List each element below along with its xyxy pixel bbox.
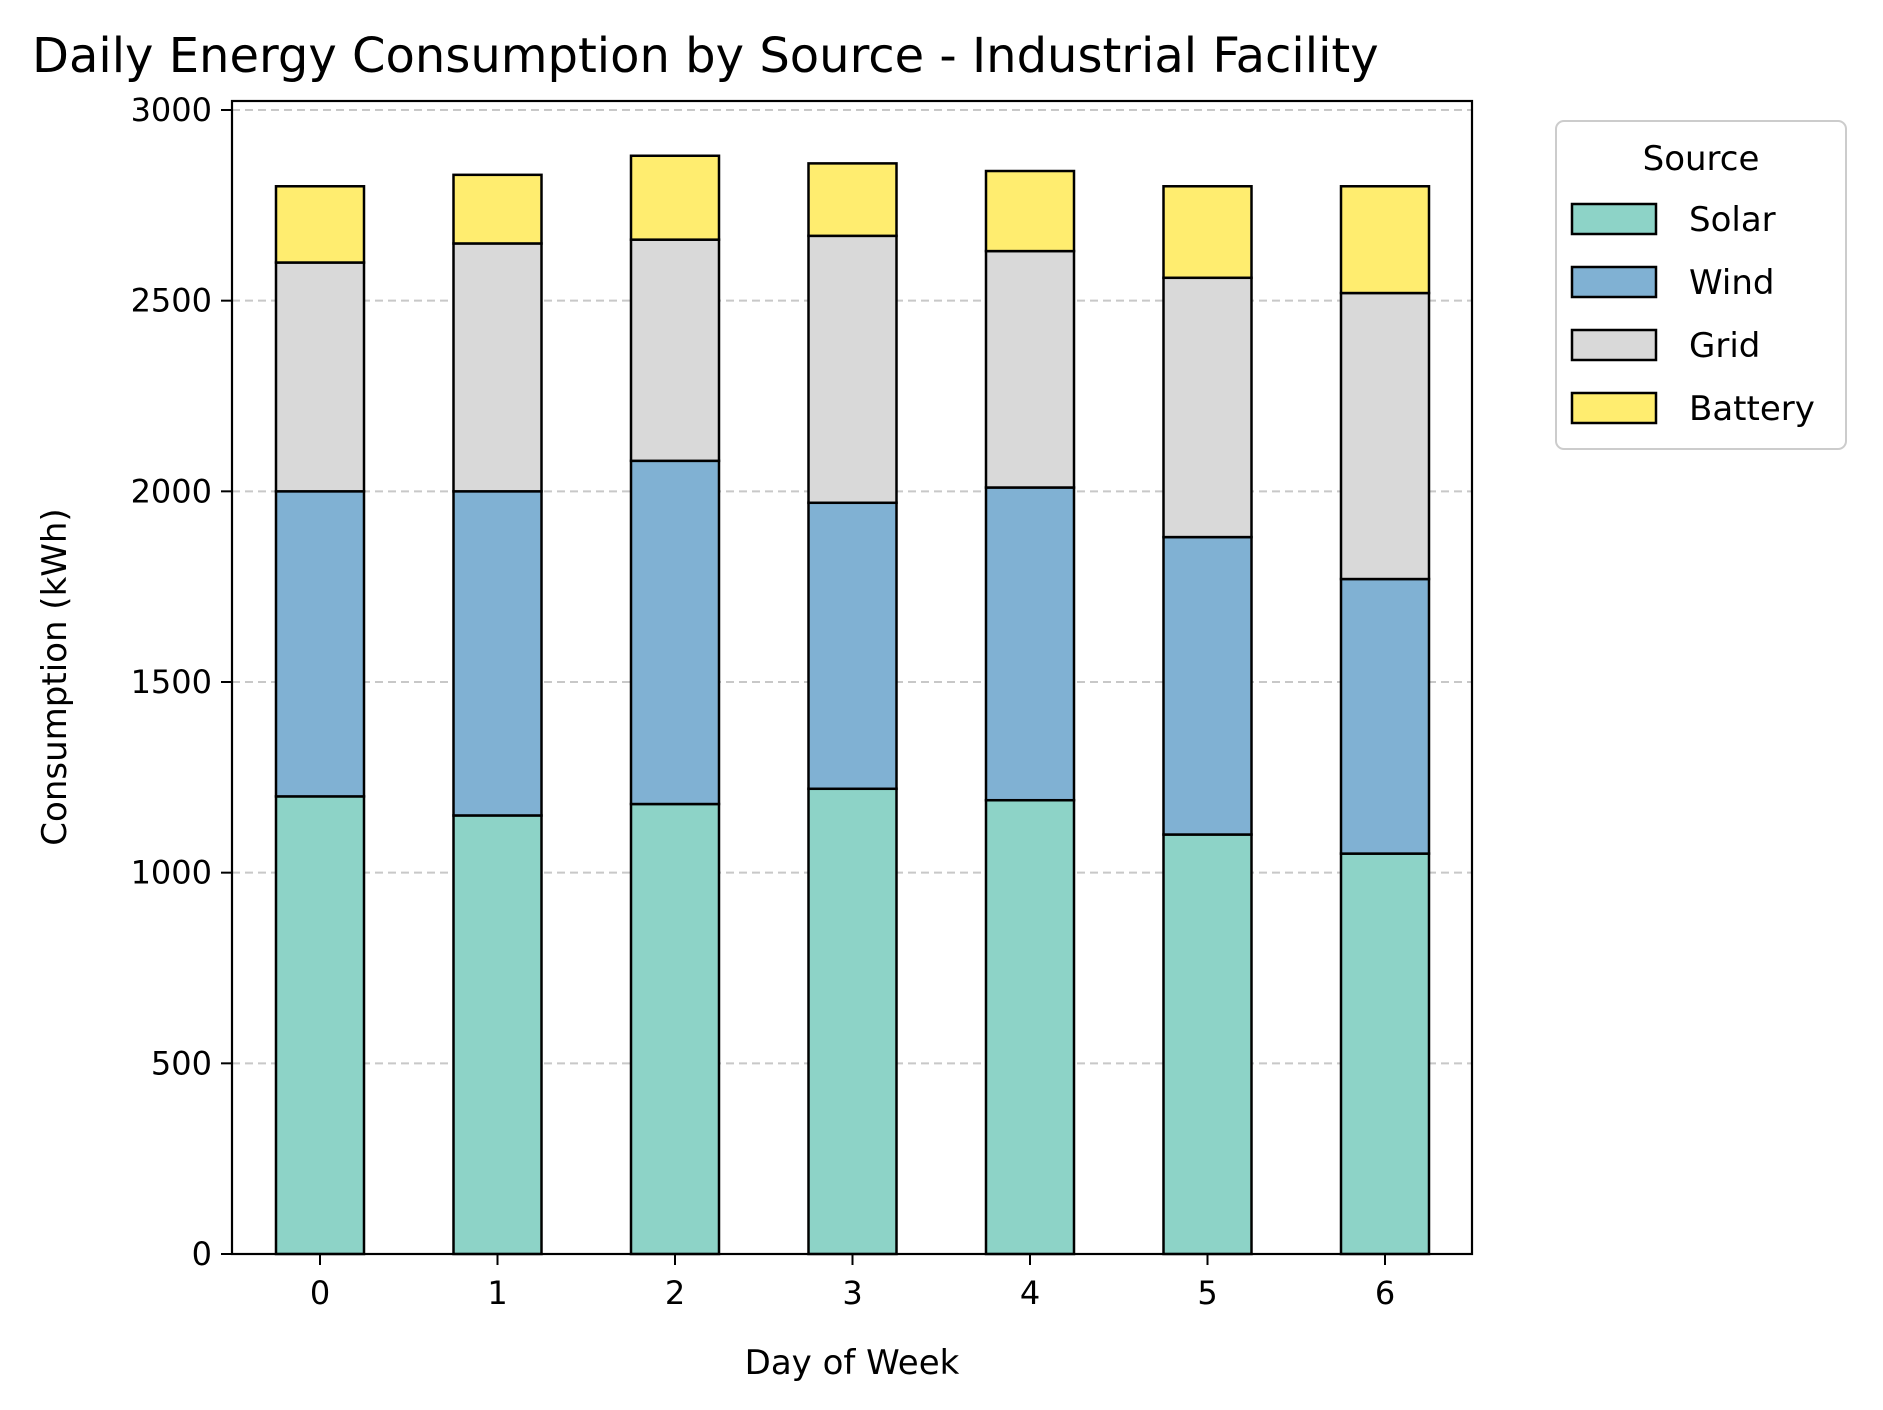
bar-solar-6 [1339,852,1431,1256]
y-axis-label: Consumption (kWh) [35,508,75,845]
bar-grid-6 [1339,291,1431,581]
bar-wind-0 [274,490,366,798]
chart-title: Daily Energy Consumption by Source - Ind… [32,28,1379,84]
x-tick-label: 1 [487,1274,507,1312]
x-tick-label: 5 [1197,1274,1217,1312]
x-axis-ticks: 0 1 2 3 4 5 6 [310,1254,1395,1312]
bar-battery-1 [452,173,543,245]
x-axis-label: Day of Week [745,1343,960,1383]
bar-battery-6 [1339,185,1431,295]
legend-swatch-grid [1570,328,1658,362]
bar-battery-4 [984,169,1076,253]
y-tick-label: 2000 [131,472,212,510]
bars [274,154,1431,1256]
bar-grid-5 [1162,276,1253,539]
bar-battery-5 [1162,185,1253,280]
bar-wind-2 [629,459,721,806]
x-tick-label: 2 [665,1274,685,1312]
y-tick-label: 1000 [131,854,212,892]
x-tick-label: 6 [1375,1274,1395,1312]
bar-solar-3 [807,787,898,1256]
legend-swatch-solar [1570,202,1658,236]
y-axis-ticks: 0 500 1000 1500 2000 2500 3000 [131,91,232,1273]
bar-wind-4 [984,486,1076,802]
y-tick-label: 500 [151,1044,212,1082]
bar-wind-3 [807,501,898,791]
bar-battery-2 [629,154,721,241]
bar-solar-4 [984,798,1076,1256]
y-tick-label: 1500 [131,663,212,701]
bar-grid-3 [807,234,898,505]
bar-grid-2 [629,238,721,463]
bar-wind-6 [1339,577,1431,855]
bar-battery-3 [807,162,898,238]
bar-wind-5 [1162,535,1253,836]
legend-label-wind: Wind [1689,263,1774,303]
x-tick-label: 3 [842,1274,862,1312]
bar-solar-2 [629,802,721,1256]
bar-grid-1 [452,242,543,493]
y-tick-label: 0 [192,1235,212,1273]
bar-wind-1 [452,490,543,817]
x-tick-label: 4 [1020,1274,1040,1312]
bar-grid-0 [274,261,366,493]
bar-solar-0 [274,795,366,1256]
legend-label-solar: Solar [1689,200,1776,240]
legend-title: Source [1643,139,1760,179]
legend-swatch-battery [1570,391,1658,425]
grid-lines [232,109,1472,1065]
legend-label-grid: Grid [1689,326,1760,366]
bar-solar-1 [452,814,543,1256]
bar-battery-0 [274,185,366,264]
legend-swatch-wind [1570,265,1658,299]
y-tick-label: 3000 [131,91,212,129]
bar-solar-5 [1162,833,1253,1256]
y-tick-label: 2500 [131,282,212,320]
legend: Source Solar Wind Grid Battery [1555,120,1847,450]
legend-label-battery: Battery [1689,389,1815,429]
bar-grid-4 [984,249,1076,489]
x-tick-label: 0 [310,1274,330,1312]
